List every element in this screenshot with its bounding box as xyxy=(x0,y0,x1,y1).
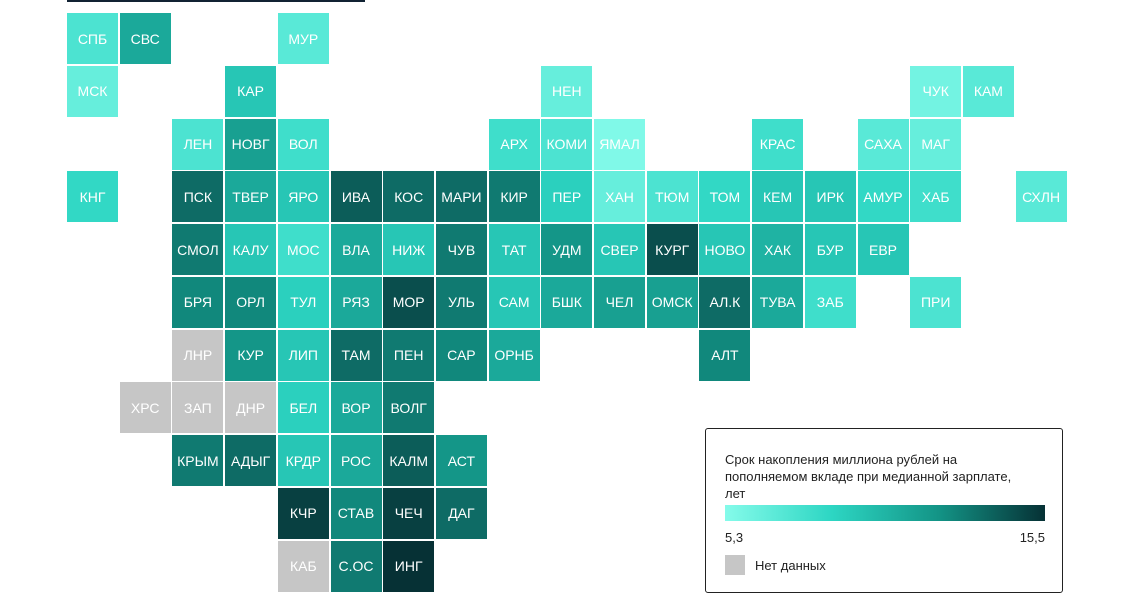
region-tile: АРХ xyxy=(488,118,540,170)
region-tile: КРАС xyxy=(752,118,804,170)
region-tile: ДАГ xyxy=(435,487,487,539)
region-tile: СПБ xyxy=(67,13,118,64)
legend-tick-label: 15,5 xyxy=(1019,530,1045,545)
region-tile: ЛЕН xyxy=(172,118,224,170)
region-tile: АМУР xyxy=(857,171,909,223)
region-tile: КАБ xyxy=(277,540,329,592)
region-tile: КЧР xyxy=(277,487,329,539)
region-tile: ЯМАЛ xyxy=(594,118,645,170)
region-tile: ТАТ xyxy=(488,224,540,275)
no-data-swatch xyxy=(725,555,745,575)
region-tile: ЛИП xyxy=(277,329,329,381)
region-tile: МУР xyxy=(277,13,329,64)
region-tile: ТУВА xyxy=(752,276,804,328)
region-tile: ПСК xyxy=(172,171,224,223)
region-tile: ТАМ xyxy=(330,329,382,381)
region-tile: ОРЛ xyxy=(225,276,277,328)
region-tile: ДНР xyxy=(225,382,277,434)
legend-gradient xyxy=(725,505,1045,521)
region-tile: ЗАП xyxy=(172,382,224,434)
region-tile: СХЛН xyxy=(1015,171,1067,223)
region-tile: АДЫГ xyxy=(225,435,277,486)
region-tile: ВОЛ xyxy=(277,118,329,170)
region-tile: ИВА xyxy=(330,171,382,223)
region-tile: ХАК xyxy=(752,224,804,275)
region-tile: ЕВР xyxy=(857,224,909,275)
region-tile: ПЕР xyxy=(541,171,593,223)
region-tile: КИР xyxy=(488,171,540,223)
no-data-label: Нет данных xyxy=(755,558,826,573)
region-tile: САМ xyxy=(488,276,540,328)
region-tile: ВОР xyxy=(330,382,382,434)
region-tile: НИЖ xyxy=(383,224,435,275)
region-tile: ЧЕЧ xyxy=(383,487,435,539)
region-tile: КЕМ xyxy=(752,171,804,223)
region-tile: ХАН xyxy=(594,171,645,223)
region-tile: НОВГ xyxy=(225,118,277,170)
region-tile: МАГ xyxy=(910,118,962,170)
region-tile: КУРГ xyxy=(646,224,698,275)
region-tile: ЯРО xyxy=(277,171,329,223)
legend: Срок накопления миллиона рублей на попол… xyxy=(705,428,1063,593)
region-tile: БЕЛ xyxy=(277,382,329,434)
region-tile: КОМИ xyxy=(541,118,593,170)
region-tile: РЯЗ xyxy=(330,276,382,328)
region-tile: БШК xyxy=(541,276,593,328)
region-tile: ЗАБ xyxy=(804,276,856,328)
region-tile: КРДР xyxy=(277,435,329,486)
region-tile: ТУЛ xyxy=(277,276,329,328)
region-tile: КРЫМ xyxy=(172,435,224,486)
region-tile: ТОМ xyxy=(699,171,751,223)
region-tile: ЧУК xyxy=(910,65,962,117)
region-tile: АЛ.К xyxy=(699,276,751,328)
region-tile: МАРИ xyxy=(435,171,487,223)
region-tile: КОС xyxy=(383,171,435,223)
region-tile: ЧЕЛ xyxy=(594,276,645,328)
region-tile: ТЮМ xyxy=(646,171,698,223)
legend-tick-label: 5,3 xyxy=(725,530,744,545)
region-tile: ПЕН xyxy=(383,329,435,381)
region-tile: ОМСК xyxy=(646,276,698,328)
region-tile: ЛНР xyxy=(172,329,224,381)
region-tile: СВС xyxy=(119,13,171,64)
region-tile: УЛЬ xyxy=(435,276,487,328)
region-tile: ИНГ xyxy=(383,540,435,592)
region-tile: УДМ xyxy=(541,224,593,275)
region-tile: КУР xyxy=(225,329,277,381)
region-tile: ВОЛГ xyxy=(383,382,435,434)
region-tile: КАЛМ xyxy=(383,435,435,486)
region-tile: СВЕР xyxy=(594,224,645,275)
region-tile: БУР xyxy=(804,224,856,275)
region-tile: АЛТ xyxy=(699,329,751,381)
region-tile: КАЛУ xyxy=(225,224,277,275)
top-rule xyxy=(67,0,365,2)
region-tile: КАМ xyxy=(962,65,1014,117)
region-tile: ВЛА xyxy=(330,224,382,275)
region-tile: ХАБ xyxy=(910,171,962,223)
region-tile: ОРНБ xyxy=(488,329,540,381)
region-tile: МОС xyxy=(277,224,329,275)
region-tile: САР xyxy=(435,329,487,381)
region-tile: СМОЛ xyxy=(172,224,224,275)
region-tile: КАР xyxy=(225,65,277,117)
region-tile: ТВЕР xyxy=(225,171,277,223)
legend-title: Срок накопления миллиона рублей на попол… xyxy=(725,452,1012,501)
region-tile: АСТ xyxy=(435,435,487,486)
region-tile: СТАВ xyxy=(330,487,382,539)
region-tile: ИРК xyxy=(804,171,856,223)
region-tile: ХРС xyxy=(119,382,171,434)
region-tile: НОВО xyxy=(699,224,751,275)
region-tile: ПРИ xyxy=(910,276,962,328)
region-tile: БРЯ xyxy=(172,276,224,328)
region-tile: РОС xyxy=(330,435,382,486)
region-tile: МОР xyxy=(383,276,435,328)
region-tile: С.ОС xyxy=(330,540,382,592)
region-tile: МСК xyxy=(67,65,118,117)
region-tile: ЧУВ xyxy=(435,224,487,275)
region-tile: НЕН xyxy=(541,65,593,117)
region-tile: САХА xyxy=(857,118,909,170)
region-tile: КНГ xyxy=(67,171,118,223)
